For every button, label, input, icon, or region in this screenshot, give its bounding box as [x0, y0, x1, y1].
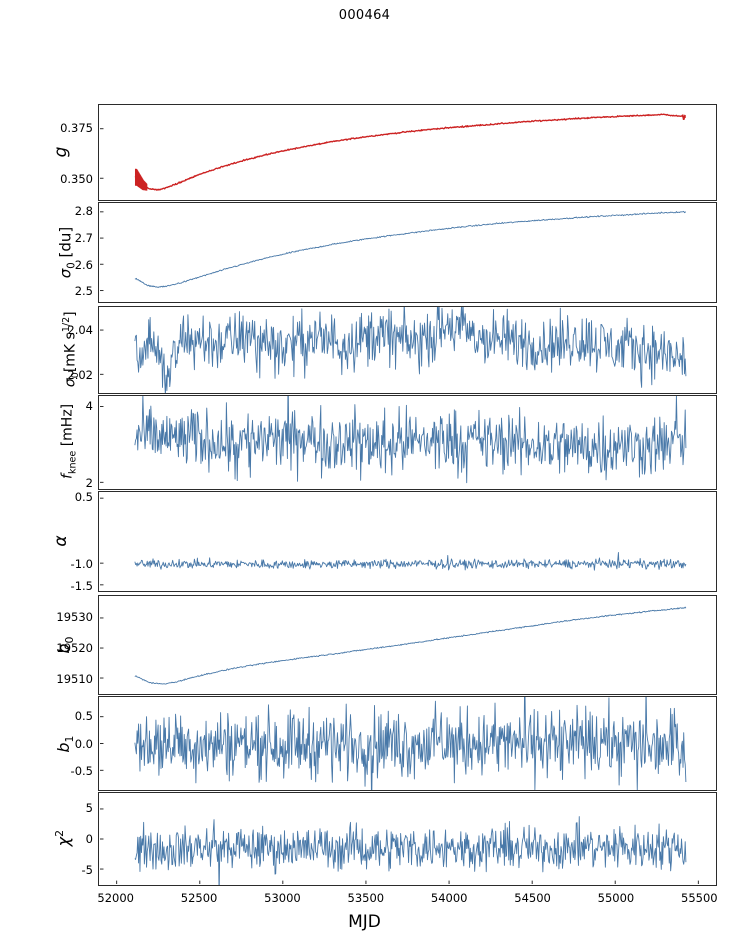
y-tick-label: 2.02 — [67, 367, 93, 382]
x-tick-label: 55500 — [681, 891, 718, 905]
y-tick-label: -0.5 — [70, 763, 93, 778]
y-tick-label: 19530 — [56, 610, 93, 625]
y-tick-label: 2 — [85, 476, 93, 491]
y-tick-label: 2.8 — [74, 204, 93, 219]
y-tick-label: 2.6 — [74, 257, 93, 272]
plot-panel-sigma-0-mk-s-1-2- — [98, 306, 717, 394]
x-tick-label: 53500 — [347, 891, 385, 905]
x-tick-label: 52000 — [97, 891, 134, 905]
plot-panel-b-1 — [98, 696, 717, 791]
x-tick-label: 55000 — [597, 891, 635, 905]
y-tick-label: -1.0 — [70, 556, 93, 571]
y-tick-label: 2.04 — [67, 322, 93, 337]
y-tick-label: -1.5 — [70, 578, 93, 593]
x-axis-label: MJD — [348, 912, 381, 932]
y-tick-label: 19510 — [56, 671, 93, 686]
y-axis-label-chi-2: χ2 — [52, 829, 74, 847]
y-tick-label: 0 — [85, 832, 93, 846]
y-tick-label: -5 — [81, 862, 93, 877]
x-tick-label: 54000 — [430, 891, 468, 905]
y-tick-label: 4 — [85, 398, 93, 413]
plot-panel-sigma-0-du- — [98, 202, 717, 303]
plot-panel-g — [98, 104, 717, 201]
y-tick-label: 0.350 — [60, 171, 93, 186]
x-tick-label: 52500 — [180, 891, 218, 905]
plot-panel-alpha — [98, 491, 717, 592]
plot-panel-chi-2 — [98, 792, 717, 886]
y-tick-label: 0.0 — [74, 736, 93, 751]
y-tick-label: 2.5 — [74, 284, 93, 299]
y-tick-label: 0.5 — [74, 709, 93, 724]
figure-title: 000464 — [338, 8, 391, 23]
x-tick-label: 54500 — [514, 891, 551, 905]
y-tick-label: 0.375 — [60, 121, 93, 136]
y-tick-label: 19520 — [56, 641, 93, 656]
y-tick-label: 2.7 — [74, 230, 93, 245]
plot-panel-f-knee-mhz- — [98, 395, 717, 490]
y-tick-label: 0.5 — [74, 490, 93, 505]
x-tick-label: 53000 — [264, 891, 301, 905]
y-tick-label: 5 — [85, 801, 93, 816]
plot-panel-b-0 — [98, 595, 717, 695]
